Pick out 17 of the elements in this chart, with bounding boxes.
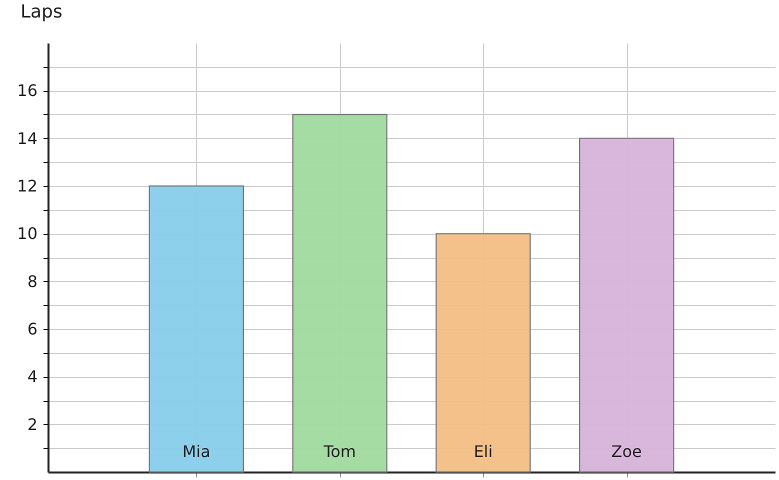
y-axis-title: Laps — [20, 2, 62, 22]
y-tick-label: 12 — [17, 176, 38, 196]
x-tick-label: Eli — [474, 442, 493, 461]
y-tick-label: 6 — [27, 320, 38, 338]
y-tick-label: 4 — [27, 367, 38, 386]
bar — [579, 138, 674, 473]
y-tick-label: 14 — [17, 128, 38, 148]
bar — [148, 185, 244, 473]
x-tick-label: Mia — [182, 442, 210, 461]
y-tick-label: 16 — [17, 81, 38, 100]
bar — [436, 233, 531, 473]
y-tick-label: 2 — [27, 414, 38, 434]
y-tick-label: 10 — [17, 224, 38, 244]
bar — [292, 114, 388, 473]
x-tick-label: Zoe — [611, 442, 642, 461]
y-tick-label: 8 — [27, 272, 38, 291]
x-tick-label: Tom — [322, 442, 356, 461]
